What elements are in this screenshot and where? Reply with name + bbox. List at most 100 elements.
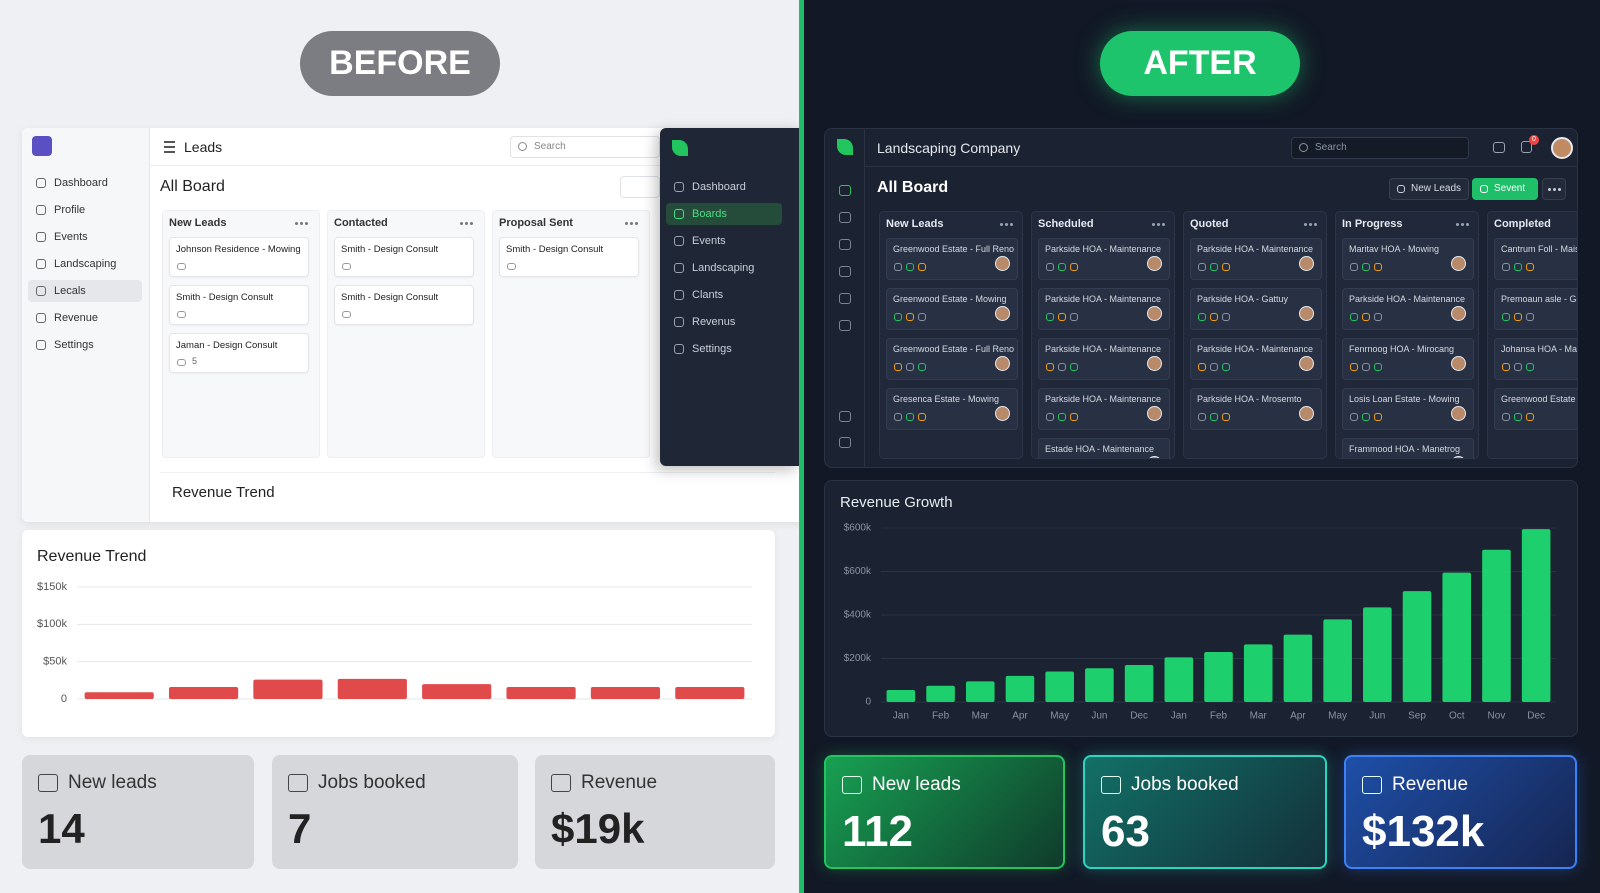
lead-card[interactable]: Fenrnoog HOA - Mirocang <box>1342 338 1474 380</box>
lead-card[interactable]: Parkside HOA - Maintenance <box>1190 238 1322 280</box>
lead-card[interactable]: Greenwood Estate - Mowing <box>886 288 1018 330</box>
lead-card[interactable]: Johansa HOA - Mac <box>1494 338 1577 380</box>
icon <box>177 311 186 318</box>
nav-item[interactable]: Boards <box>666 203 782 225</box>
icon <box>906 413 914 421</box>
dot <box>1558 188 1561 191</box>
nav-item[interactable]: Dashboard <box>666 176 782 198</box>
bar <box>506 687 576 699</box>
column-title: Completed <box>1494 218 1551 230</box>
dot <box>1553 188 1556 191</box>
icon <box>288 774 308 792</box>
nav-item[interactable]: Events <box>28 226 142 248</box>
more-menu[interactable] <box>1456 223 1470 226</box>
icon <box>918 413 926 421</box>
add-button[interactable] <box>620 176 660 198</box>
lead-card[interactable]: Premoaun asle - Gol <box>1494 288 1577 330</box>
lead-card[interactable]: Greenwood Estate - Full Reno <box>886 338 1018 380</box>
nav-item[interactable]: Dashboard <box>28 172 142 194</box>
lead-card[interactable]: Smith - Design Consult <box>169 285 309 325</box>
search-box[interactable]: Search <box>1291 137 1469 159</box>
nav-item[interactable]: Settings <box>28 334 142 356</box>
lead-card[interactable]: Smith - Design Consult <box>334 237 474 277</box>
more-menu[interactable] <box>625 222 639 225</box>
lead-card[interactable]: Parkside HOA - Maintenance <box>1038 288 1170 330</box>
more-menu[interactable] <box>295 222 309 225</box>
lead-card[interactable]: Parkside HOA - Maintenance <box>1038 238 1170 280</box>
icon <box>36 178 46 188</box>
board-button[interactable]: Sevent <box>1472 178 1538 200</box>
more-menu[interactable] <box>460 222 474 225</box>
nav-label: Revenue <box>54 312 99 324</box>
icon <box>1374 313 1382 321</box>
nav-label: Revenus <box>692 316 736 328</box>
nav-label: Landscaping <box>54 258 117 270</box>
nav-item[interactable]: Revenue <box>28 307 142 329</box>
lead-card[interactable]: Smith - Design Consult <box>334 285 474 325</box>
nav-item[interactable]: Settings <box>666 338 782 360</box>
dot <box>1461 223 1464 226</box>
lead-card[interactable]: Parkside HOA - Maintenance <box>1038 338 1170 380</box>
icon <box>1374 363 1382 371</box>
y-tick-label: $150k <box>37 581 67 593</box>
lead-card[interactable]: Parkside HOA - Maintenance <box>1342 288 1474 330</box>
nav-label: Profile <box>54 204 86 216</box>
lead-card[interactable]: Greenwood Estate - <box>1494 388 1577 430</box>
lead-card[interactable]: Parkside HOA - Maintenance <box>1190 338 1322 380</box>
more-button[interactable] <box>1542 178 1566 200</box>
lead-card[interactable]: Jaman - Design Consult 5 <box>169 333 309 373</box>
lead-card[interactable]: Maritav HOA - Mowing <box>1342 238 1474 280</box>
y-tick-label: $400k <box>844 610 872 621</box>
search-placeholder: Search <box>534 141 566 152</box>
icon <box>507 263 516 270</box>
card-title: Estade HOA - Maintenance <box>1045 444 1155 454</box>
stat-label: Jobs booked <box>1131 774 1239 795</box>
nav-item[interactable]: Events <box>666 230 782 252</box>
icon <box>1046 263 1054 271</box>
card-title: Fenrnoog HOA - Mirocang <box>1349 344 1455 354</box>
icon <box>1046 313 1054 321</box>
board-button[interactable]: New Leads <box>1389 178 1469 200</box>
nav-item[interactable]: Clants <box>666 284 782 306</box>
icon <box>894 363 902 371</box>
lead-card[interactable]: Greenwood Estate - Full Reno <box>886 238 1018 280</box>
lead-card[interactable]: Johnson Residence - Mowing <box>169 237 309 277</box>
nav-item[interactable]: Lecals <box>28 280 142 302</box>
more-menu[interactable] <box>1548 188 1562 191</box>
lead-card[interactable]: Parkside HOA - Mrosemto <box>1190 388 1322 430</box>
icon <box>1222 363 1230 371</box>
more-menu[interactable] <box>1304 223 1318 226</box>
user-avatar[interactable] <box>1551 137 1573 159</box>
lead-card[interactable]: Losis Loan Estate - Mowing <box>1342 388 1474 430</box>
bar <box>1085 668 1114 702</box>
bar <box>1323 619 1352 702</box>
more-menu[interactable] <box>1000 223 1014 226</box>
x-tick-label: Apr <box>1012 711 1028 722</box>
icon <box>674 209 684 219</box>
card-title: Parkside HOA - Gattuy <box>1197 294 1289 304</box>
icon <box>1046 363 1054 371</box>
assignee-avatar <box>1451 406 1466 421</box>
nav-item[interactable]: Landscaping <box>666 257 782 279</box>
lead-card[interactable]: Cantrum Foll - Maist <box>1494 238 1577 280</box>
board-column: Completed Cantrum Foll - Maist Premoaun as… <box>1487 211 1577 459</box>
dot <box>1304 223 1307 226</box>
lead-card[interactable]: Gresenca Estate - Mowing <box>886 388 1018 430</box>
nav-item[interactable]: Landscaping <box>28 253 142 275</box>
nav-item[interactable]: Revenus <box>666 311 782 333</box>
nav-item[interactable]: Profile <box>28 199 142 221</box>
stat-value: 112 <box>842 807 913 856</box>
stat-value: 63 <box>1101 807 1150 856</box>
lead-card[interactable]: Parkside HOA - Gattuy <box>1190 288 1322 330</box>
lead-card[interactable]: Parkside HOA - Maintenance <box>1038 388 1170 430</box>
lead-card[interactable]: Frammood HOA - Manetrog <box>1342 438 1474 458</box>
dot <box>470 222 473 225</box>
stat-label: New leads <box>872 774 961 795</box>
more-menu[interactable] <box>1152 223 1166 226</box>
icon <box>1526 413 1534 421</box>
search-box[interactable]: Search <box>510 136 660 158</box>
lead-card[interactable]: Smith - Design Consult <box>499 237 639 277</box>
icon <box>839 266 851 277</box>
lead-card[interactable]: Estade HOA - Maintenance <box>1038 438 1170 458</box>
